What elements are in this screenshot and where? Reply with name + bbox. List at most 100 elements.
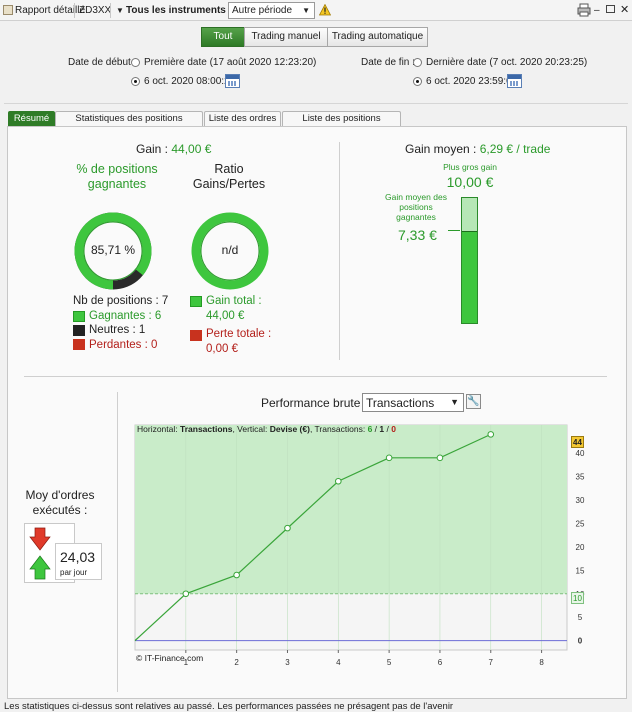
report-label[interactable]: Rapport détaillé (15, 5, 86, 16)
tab-orders[interactable]: Liste des ordres (204, 111, 281, 126)
perte-totale-value: 0,00 € (206, 343, 238, 355)
gain-moyen-pos-value: 7,33 € (398, 227, 437, 243)
orders-title: Moy d'ordres exécutés : (25, 488, 95, 517)
arrow-icon (448, 230, 460, 231)
info-sep: / (384, 424, 392, 434)
pct-title: % de positions gagnantes (76, 162, 158, 191)
tab-stats[interactable]: Statistiques des positions clôturées (55, 111, 203, 138)
win-count: Gagnantes : 6 (89, 310, 162, 322)
gain-moyen-value: 6,29 € / trade (479, 142, 551, 156)
end-custom-date[interactable]: 6 oct. 2020 23:59:00 (426, 76, 518, 87)
perf-select[interactable]: Transactions ▼ (362, 393, 464, 412)
calendar-icon[interactable] (225, 74, 240, 88)
info-sep: / (372, 424, 380, 434)
account-label[interactable]: ZD3XX (79, 5, 112, 16)
period-value: Autre période (232, 5, 293, 16)
gain-moyen-line: Gain moyen : 6,29 € / trade (405, 142, 550, 156)
y-tick-label: 15 (576, 566, 585, 575)
pct-donut (74, 212, 152, 290)
orders-value: 24,03 (60, 549, 96, 565)
gain-moyen-pos-label: Gain moyen des positions gagnantes (385, 192, 447, 222)
data-point (487, 431, 495, 438)
max-badge: 44 (571, 436, 584, 448)
gain-total-swatch (190, 296, 202, 307)
divider (110, 3, 111, 18)
donut-inner-ring (83, 221, 143, 281)
start-custom-date[interactable]: 6 oct. 2020 08:00:20 (144, 76, 236, 87)
status-bar: Les statistiques ci-dessus sont relative… (4, 701, 454, 712)
gain-moyen-label: Gain moyen : (405, 142, 480, 156)
loss-count: Perdantes : 0 (89, 339, 158, 351)
mode-tab-auto[interactable]: Trading automatique (327, 27, 428, 47)
nb-positions: Nb de positions : 7 (73, 295, 169, 307)
y-tick-label: 5 (578, 613, 583, 622)
start-first-radio[interactable] (131, 58, 140, 67)
divider (4, 103, 628, 104)
loss-total-swatch (190, 330, 202, 341)
orders-value-box: 24,03 par jour (55, 543, 102, 580)
minimize-icon[interactable]: – (594, 5, 600, 16)
report-icon (3, 5, 13, 15)
info-vertical: Devise (€) (269, 424, 310, 434)
start-custom-radio[interactable] (131, 77, 140, 86)
caret-down-icon[interactable]: ▼ (116, 6, 124, 15)
end-last-label[interactable]: Dernière date (7 oct. 2020 20:23:25) (426, 57, 588, 68)
mode-tab-tout[interactable]: Tout (201, 27, 245, 47)
info-win: 6 (367, 424, 373, 434)
up-down-arrows-icon (29, 527, 51, 580)
pct-value: 85,71 % (90, 243, 136, 257)
plus-gros-value: 10,00 € (446, 174, 494, 190)
gain-line: Gain : 44,00 € (136, 142, 211, 156)
gain-total-value: 44,00 € (206, 310, 245, 322)
start-first-label[interactable]: Première date (17 août 2020 12:23:20) (144, 57, 317, 68)
data-point (385, 454, 393, 462)
start-date-label: Date de début : (68, 57, 137, 68)
plus-gros-label: Plus gros gain (443, 162, 497, 172)
divider (339, 142, 340, 360)
loss-swatch (73, 339, 85, 350)
neutral-swatch (73, 325, 85, 336)
x-tick-label: 1 (184, 658, 189, 667)
wrench-icon[interactable]: 🔧 (466, 394, 481, 409)
perte-totale-label: Perte totale : (206, 328, 272, 340)
data-point (233, 571, 240, 579)
warning-icon[interactable] (319, 4, 331, 16)
data-point (182, 590, 190, 598)
period-select[interactable]: Autre période ▼ (228, 2, 315, 19)
ref-badge: 10 (571, 592, 584, 604)
y-tick-label: 25 (576, 519, 585, 528)
tab-closed-positions[interactable]: Liste des positions clôturées (282, 111, 401, 138)
x-tick-label: 7 (489, 658, 494, 667)
chevron-down-icon: ▼ (450, 397, 459, 407)
win-swatch (73, 311, 85, 322)
ratio-value: n/d (221, 243, 239, 257)
x-tick-label: 4 (336, 658, 341, 667)
print-icon[interactable] (577, 3, 591, 17)
x-tick-label: 8 (539, 658, 544, 667)
gain-total-label: Gain total : (206, 295, 262, 307)
profit-zone (135, 425, 567, 594)
end-date-label: Date de fin : (361, 57, 415, 68)
info-horizontal: Transactions (180, 424, 233, 434)
x-tick-label: 2 (234, 658, 239, 667)
chart-copyright: © IT-Finance.com (136, 653, 204, 663)
perf-select-value: Transactions (366, 396, 435, 410)
close-icon[interactable]: ✕ (620, 4, 630, 16)
series-line (134, 433, 492, 642)
y-tick-label: 0 (578, 637, 583, 646)
maximize-icon[interactable] (606, 5, 615, 13)
gain-bar (461, 197, 478, 324)
instruments-dropdown[interactable]: Tous les instruments (126, 5, 226, 16)
neutral-count: Neutres : 1 (89, 324, 146, 336)
info-mid: , Vertical: (232, 424, 270, 434)
x-tick-label: 3 (285, 658, 290, 667)
gain-bar-fill (462, 231, 477, 323)
tab-resume[interactable]: Résumé (8, 111, 55, 126)
end-last-radio[interactable] (413, 58, 422, 67)
end-custom-radio[interactable] (413, 77, 422, 86)
orders-unit: par jour (60, 568, 88, 577)
mode-tab-manuel[interactable]: Trading manuel (244, 27, 328, 47)
top-toolbar: Rapport détaillé ZD3XX ▼ Tous les instru… (0, 0, 632, 21)
gain-value: 44,00 € (171, 142, 212, 156)
calendar-icon[interactable] (507, 74, 522, 88)
